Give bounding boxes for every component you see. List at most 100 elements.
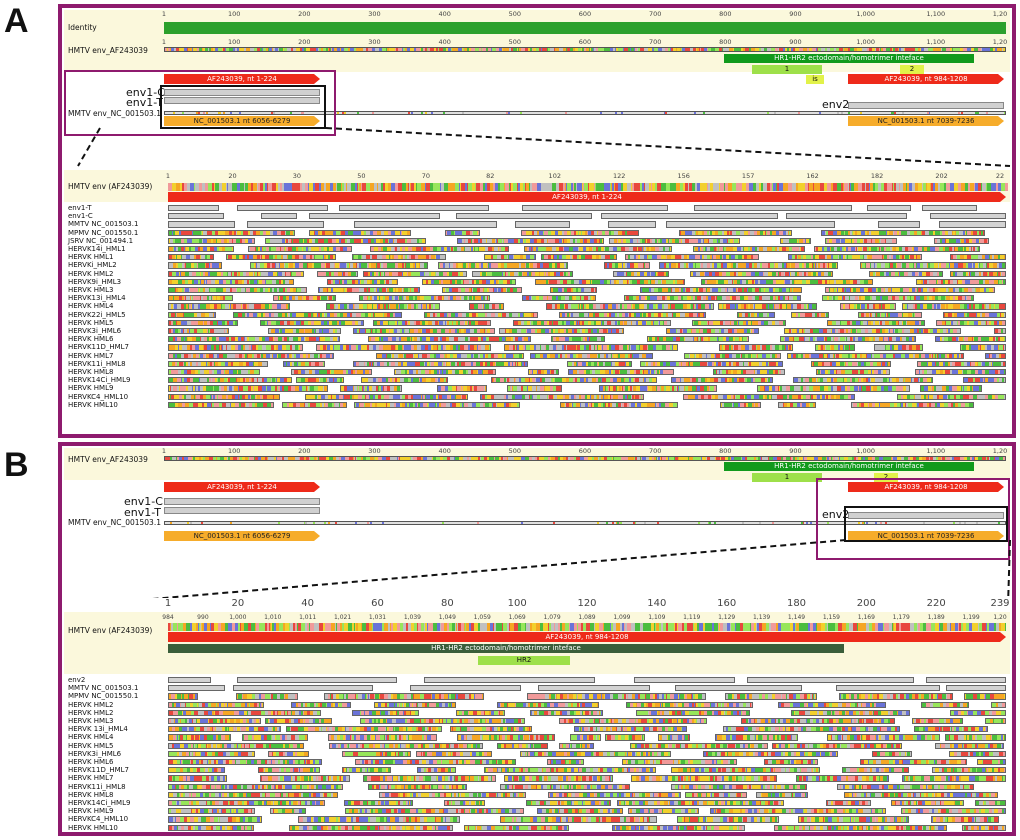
alignment-row: HERVK HML9 <box>64 384 1010 392</box>
alignment-segment <box>527 693 706 699</box>
alignment-row: HERVK3i_HML6 <box>64 750 1010 758</box>
alignment-row-label: env1-T <box>68 204 92 212</box>
alignment-row: HERVK3i_HML6 <box>64 327 1010 335</box>
alignment-segment <box>168 718 261 724</box>
alignment-segment <box>168 726 281 732</box>
alignment-segment <box>826 800 871 806</box>
alignment-segment <box>363 271 467 277</box>
alignment-segment <box>920 385 982 391</box>
alignment-segment <box>713 369 785 375</box>
alignment-segment <box>764 759 818 765</box>
alignment-segment <box>247 221 324 227</box>
alignment-segment <box>324 693 484 699</box>
alignment-segment <box>305 394 468 400</box>
alignment-segment <box>943 312 1006 318</box>
alignment-segment <box>915 369 1006 375</box>
alignment-segment <box>825 287 995 293</box>
alignment-segment <box>631 775 777 781</box>
alignment-row-label: HERVK HML8 <box>68 791 113 799</box>
alignment-segment <box>950 254 1006 260</box>
alignment-segment <box>265 718 332 724</box>
alignment-segment <box>168 702 264 708</box>
ruler-tick-label: 200 <box>857 598 876 609</box>
alignment-row-label: HERVK HML10 <box>68 401 118 409</box>
alignment-segment <box>168 336 340 342</box>
alignment-segment <box>622 759 737 765</box>
alignment-segment <box>666 221 835 227</box>
alignment-segment <box>168 353 334 359</box>
alignment-segment <box>788 254 922 260</box>
alignment-segment <box>934 238 989 244</box>
alignment-segment <box>327 279 398 285</box>
alignment-row-label: HERVK HML8 <box>68 368 113 376</box>
alignment-segment <box>718 303 817 309</box>
alignment-segment <box>270 808 306 814</box>
alignment-segment <box>798 816 909 822</box>
alignment-segment <box>352 710 419 716</box>
ruler-tick-label: 1,139 <box>753 614 770 621</box>
alignment-row-label: HERVK HML3 <box>68 286 113 294</box>
ruler-tick-label: 984 <box>162 614 173 621</box>
alignment-segment <box>394 369 496 375</box>
alignment-segment <box>547 759 584 765</box>
alignment-segment <box>793 377 933 383</box>
alignment-segment <box>484 254 536 260</box>
alignment-segment <box>640 361 783 367</box>
alignment-row-label: HERVK14i_HML1 <box>68 245 126 253</box>
alignment-segment <box>851 402 974 408</box>
alignment-segment <box>363 775 496 781</box>
ruler-tick-label: 122 <box>613 172 625 180</box>
ruler-tick-label: 82 <box>486 172 494 180</box>
alignment-row-label: HERVK HML6 <box>68 335 113 343</box>
alignment-segment <box>949 751 1006 757</box>
alignment-row: HERVK HML3 <box>64 717 1010 725</box>
alignment-row: HERVK HML2 <box>64 270 1010 278</box>
alignment-segment <box>867 205 911 211</box>
alignment-segment <box>168 254 214 260</box>
alignment-segment <box>291 702 351 708</box>
alignment-row-label: HERVK HML2 <box>68 270 113 278</box>
alignment-segment <box>309 213 440 219</box>
ruler-tick-label: 70 <box>422 172 430 180</box>
alignment-segment <box>994 328 1006 334</box>
ruler-tick-label: 162 <box>806 172 818 180</box>
alignment-row: HERVK HML5 <box>64 742 1010 750</box>
alignment-segment <box>844 792 998 798</box>
alignment-segment <box>354 221 497 227</box>
alignment-segment <box>233 685 373 691</box>
alignment-segment <box>318 287 420 293</box>
alignment-segment <box>902 303 1006 309</box>
alignment-segment <box>298 816 460 822</box>
ruler-tick-label: 1,049 <box>439 614 456 621</box>
alignment-segment <box>283 361 325 367</box>
alignment-row: HERVK HML3 <box>64 286 1010 294</box>
alignment-segment <box>816 369 890 375</box>
alignment-row: HERVK14Ci_HML9 <box>64 376 1010 384</box>
ruler-tick-label: 1,179 <box>893 614 910 621</box>
alignment-row-label: HERVK11i_HML8 <box>68 360 126 368</box>
ruler-tick-label: 120 <box>577 598 596 609</box>
alignment-segment <box>437 385 487 391</box>
alignment-segment <box>410 685 521 691</box>
alignment-segment <box>827 320 925 326</box>
ruler-tick-label: 40 <box>301 598 314 609</box>
alignment-segment <box>528 369 559 375</box>
alignment-segment <box>368 336 531 342</box>
alignment-segment <box>236 693 298 699</box>
alignment-segment <box>608 221 656 227</box>
alignment-row: HERVK11i_HML8 <box>64 783 1010 791</box>
ruler-tick-label: 20 <box>231 598 244 609</box>
alignment-segment <box>261 213 297 219</box>
alignment-segment <box>701 279 873 285</box>
alignment-segment <box>675 685 802 691</box>
alignment-segment <box>537 808 623 814</box>
alignment-segment <box>860 262 1006 268</box>
ruler-tick-label: 1,149 <box>788 614 805 621</box>
alignment-segment <box>450 726 532 732</box>
alignment-segment <box>422 279 516 285</box>
alignment-segment <box>530 710 603 716</box>
ruler-tick-label: 160 <box>717 598 736 609</box>
ruler-tick-label: 1 <box>166 172 170 180</box>
alignment-row-label: HERVK14Ci_HML9 <box>68 376 130 384</box>
alignment-segment <box>513 320 671 326</box>
